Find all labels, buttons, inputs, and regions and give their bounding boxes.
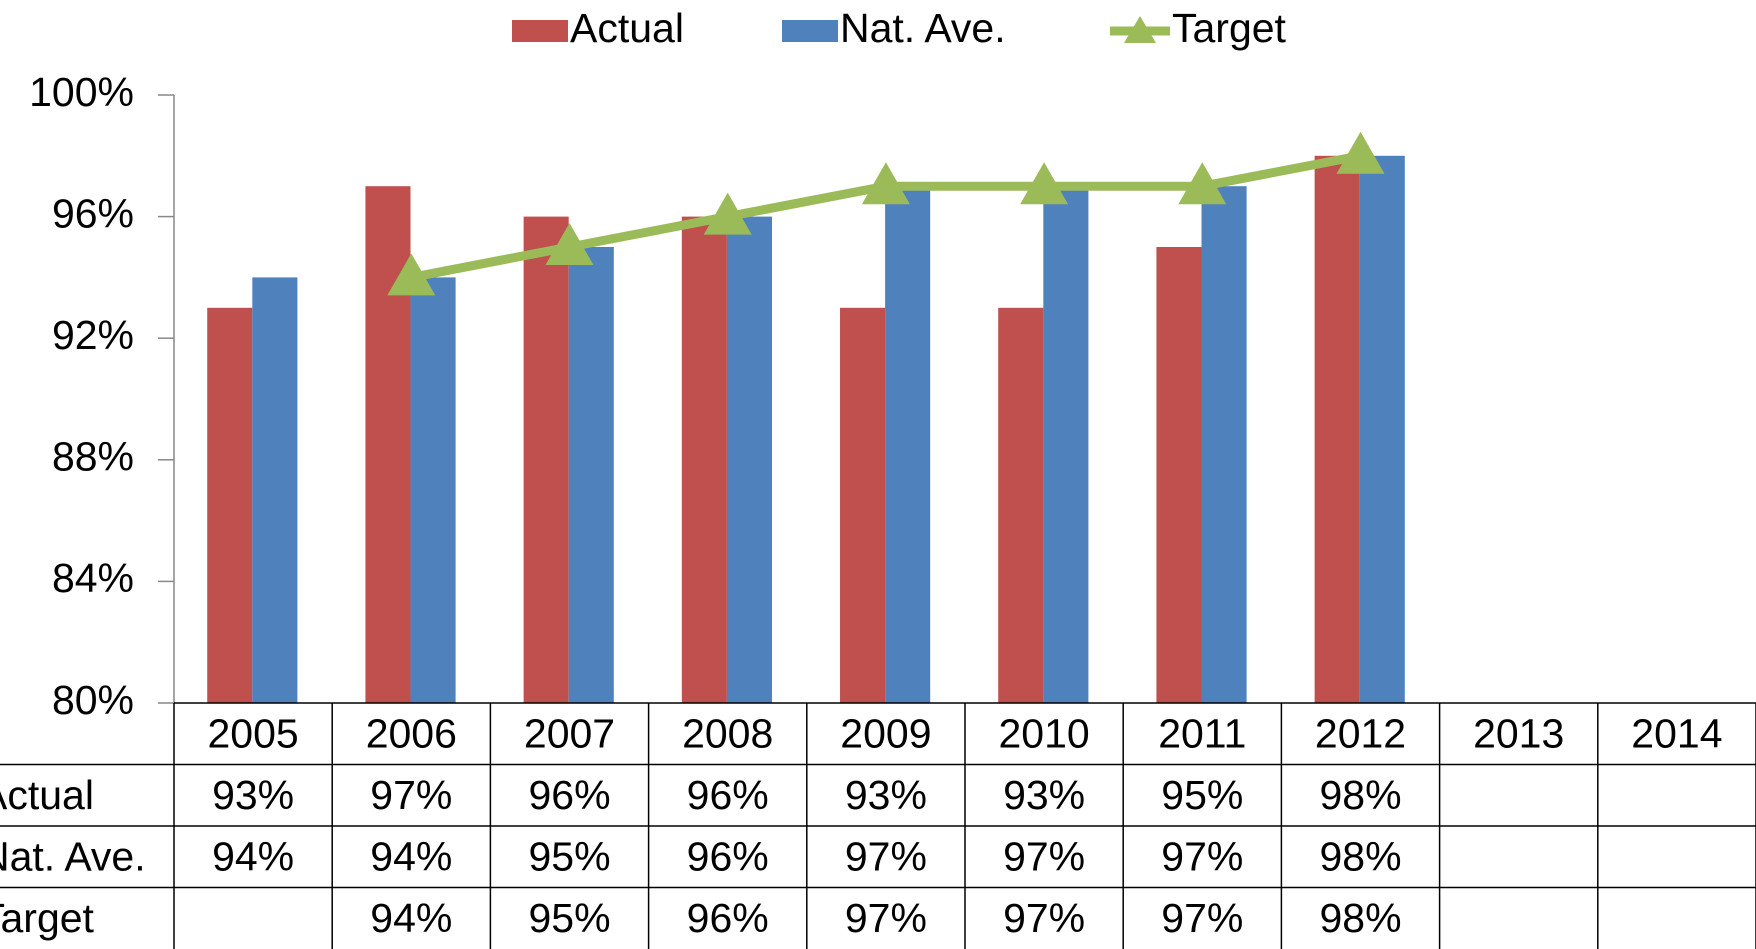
y-tick-label: 88%	[52, 434, 134, 480]
data-label: 93%	[845, 772, 927, 818]
bar	[410, 277, 456, 703]
x-tick-label: 2008	[682, 711, 773, 757]
data-label: 97%	[370, 772, 452, 818]
bar	[726, 216, 772, 703]
bar	[885, 186, 931, 703]
target-marker	[1336, 131, 1385, 174]
bar	[1201, 186, 1247, 703]
bar	[207, 307, 253, 703]
data-label: 98%	[1319, 772, 1401, 818]
data-label: 94%	[370, 895, 452, 941]
data-label: 96%	[687, 834, 769, 880]
x-tick-label: 2006	[366, 711, 457, 757]
data-label: 93%	[1003, 772, 1085, 818]
legend-swatch	[1124, 16, 1156, 43]
y-tick-label: 80%	[52, 677, 134, 723]
table-row-label: Target	[0, 895, 95, 941]
bar	[568, 247, 614, 703]
data-label: 94%	[370, 834, 452, 880]
bar	[1156, 247, 1202, 703]
bar	[1043, 186, 1089, 703]
data-label: 97%	[1003, 895, 1085, 941]
x-tick-label: 2010	[998, 711, 1089, 757]
target-marker	[545, 223, 594, 265]
legend-label: Nat. Ave.	[840, 5, 1006, 51]
data-label: 93%	[212, 772, 294, 818]
data-label: 98%	[1319, 895, 1401, 941]
data-label: 96%	[687, 895, 769, 941]
legend-label: Target	[1172, 5, 1287, 51]
y-tick-label: 100%	[29, 69, 134, 115]
data-label: 97%	[1003, 834, 1085, 880]
bar	[840, 307, 886, 703]
bar	[1359, 155, 1405, 704]
bar	[252, 277, 298, 703]
data-label: 95%	[528, 834, 610, 880]
x-tick-label: 2012	[1315, 711, 1406, 757]
y-tick-label: 92%	[52, 312, 134, 358]
x-tick-label: 2014	[1631, 711, 1722, 757]
bar	[998, 307, 1044, 703]
bar	[365, 186, 411, 703]
y-tick-label: 84%	[52, 555, 134, 601]
legend-label: Actual	[570, 5, 684, 51]
table-row-label: Actual	[0, 772, 94, 818]
target-marker	[1020, 162, 1069, 205]
data-label: 97%	[845, 834, 927, 880]
x-tick-label: 2009	[840, 711, 931, 757]
target-marker	[703, 192, 752, 235]
target-marker	[861, 162, 910, 205]
data-label: 96%	[528, 772, 610, 818]
data-label: 98%	[1319, 834, 1401, 880]
y-tick-label: 96%	[52, 190, 134, 236]
data-label: 97%	[1161, 834, 1243, 880]
x-tick-label: 2011	[1158, 711, 1246, 757]
bar	[681, 216, 727, 703]
legend-swatch	[782, 20, 838, 42]
bar	[1314, 155, 1360, 704]
data-label: 96%	[687, 772, 769, 818]
x-tick-label: 2007	[524, 711, 615, 757]
bar	[523, 216, 569, 703]
data-label: 97%	[845, 895, 927, 941]
legend-swatch	[512, 20, 568, 42]
x-tick-label: 2013	[1473, 711, 1564, 757]
target-marker	[387, 253, 436, 296]
data-label: 97%	[1161, 895, 1243, 941]
data-label: 94%	[212, 834, 294, 880]
table-row-label: Nat. Ave.	[0, 834, 146, 880]
x-tick-label: 2005	[207, 711, 298, 757]
data-label: 95%	[1161, 772, 1243, 818]
target-marker	[1178, 162, 1227, 205]
data-label: 95%	[528, 895, 610, 941]
